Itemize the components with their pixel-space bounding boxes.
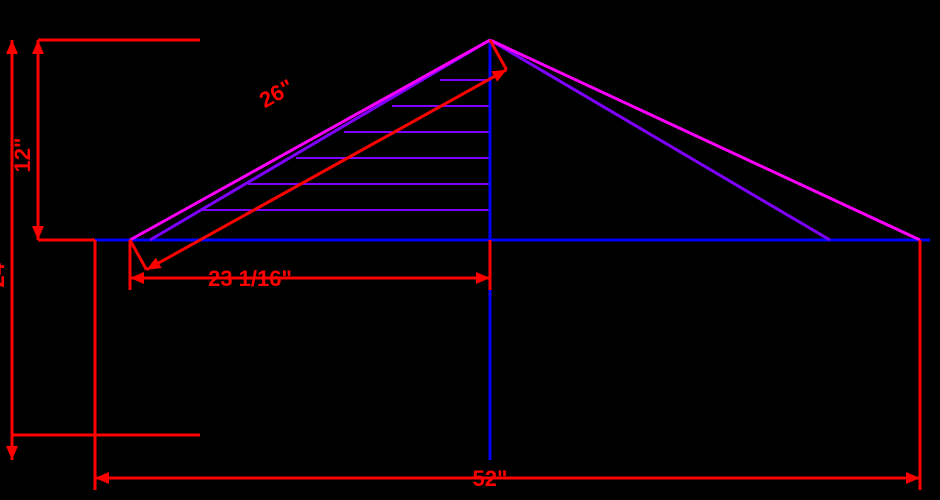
roof-outer-right [490, 40, 920, 240]
roof-dimension-diagram: 12" 24" 26" 23 1/16" 52" [0, 0, 940, 500]
dim-24-label: 24" [0, 253, 9, 288]
dim-full-label: 52" [473, 466, 508, 491]
dim-26-label: 26" [255, 74, 298, 113]
dim-half-label: 23 1/16" [208, 266, 292, 291]
roof-inner-right [490, 40, 830, 240]
dim-12-label: 12" [10, 138, 35, 173]
dim-26-ext1 [130, 240, 147, 270]
